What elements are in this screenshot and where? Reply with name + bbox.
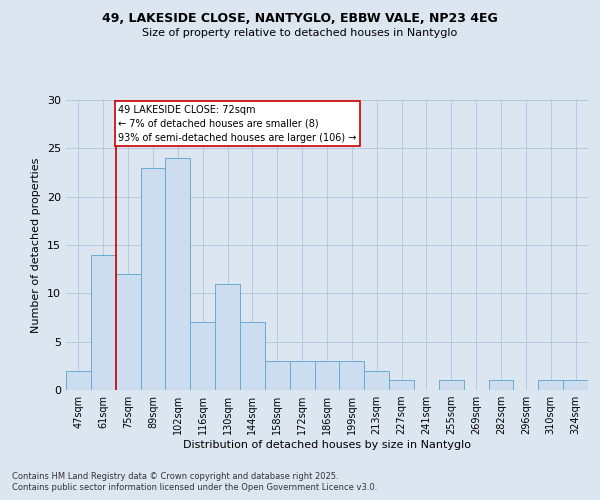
Bar xyxy=(563,380,588,390)
Bar xyxy=(190,322,215,390)
Bar xyxy=(240,322,265,390)
Bar xyxy=(91,254,116,390)
Bar xyxy=(290,361,314,390)
Text: Contains HM Land Registry data © Crown copyright and database right 2025.
Contai: Contains HM Land Registry data © Crown c… xyxy=(12,472,377,492)
Bar xyxy=(538,380,563,390)
X-axis label: Distribution of detached houses by size in Nantyglo: Distribution of detached houses by size … xyxy=(183,440,471,450)
Bar xyxy=(265,361,290,390)
Bar xyxy=(364,370,389,390)
Bar xyxy=(340,361,364,390)
Bar xyxy=(488,380,514,390)
Text: Size of property relative to detached houses in Nantyglo: Size of property relative to detached ho… xyxy=(142,28,458,38)
Bar xyxy=(215,284,240,390)
Bar xyxy=(116,274,140,390)
Text: 49, LAKESIDE CLOSE, NANTYGLO, EBBW VALE, NP23 4EG: 49, LAKESIDE CLOSE, NANTYGLO, EBBW VALE,… xyxy=(102,12,498,26)
Bar xyxy=(166,158,190,390)
Bar xyxy=(439,380,464,390)
Bar xyxy=(389,380,414,390)
Text: 49 LAKESIDE CLOSE: 72sqm
← 7% of detached houses are smaller (8)
93% of semi-det: 49 LAKESIDE CLOSE: 72sqm ← 7% of detache… xyxy=(118,105,356,143)
Bar xyxy=(140,168,166,390)
Bar xyxy=(66,370,91,390)
Y-axis label: Number of detached properties: Number of detached properties xyxy=(31,158,41,332)
Bar xyxy=(314,361,340,390)
